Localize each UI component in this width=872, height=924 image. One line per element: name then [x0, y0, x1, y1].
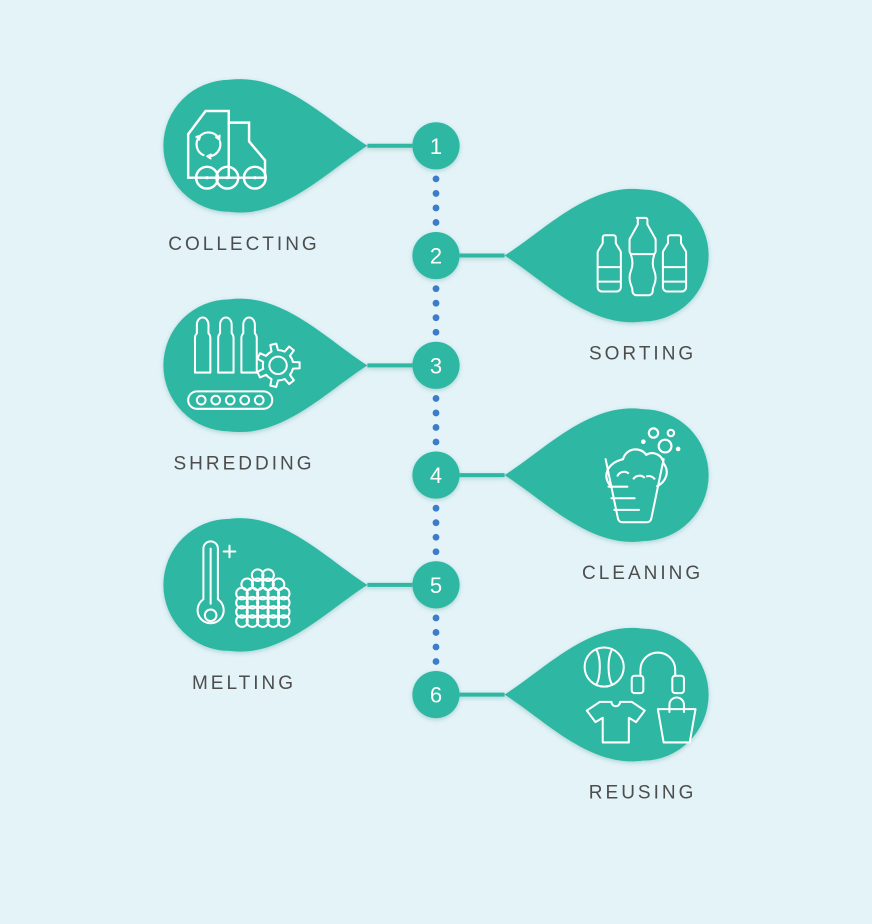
svg-text:6: 6 — [430, 683, 442, 708]
svg-text:2: 2 — [430, 244, 442, 269]
svg-text:1: 1 — [430, 134, 442, 159]
svg-text:CLEANING: CLEANING — [582, 563, 703, 584]
svg-text:COLLECTING: COLLECTING — [168, 234, 319, 255]
svg-text:SORTING: SORTING — [589, 344, 696, 365]
svg-text:4: 4 — [430, 463, 442, 488]
svg-text:MELTING: MELTING — [192, 673, 296, 694]
svg-text:SHREDDING: SHREDDING — [173, 453, 314, 474]
svg-text:3: 3 — [430, 353, 442, 378]
svg-text:5: 5 — [430, 573, 442, 598]
svg-text:REUSING: REUSING — [589, 783, 697, 804]
